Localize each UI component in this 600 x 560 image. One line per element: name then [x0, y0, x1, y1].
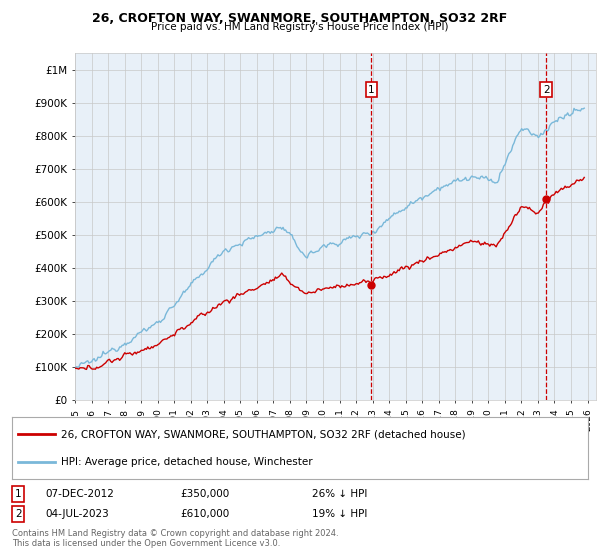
Text: Price paid vs. HM Land Registry's House Price Index (HPI): Price paid vs. HM Land Registry's House …	[151, 22, 449, 32]
Text: This data is licensed under the Open Government Licence v3.0.: This data is licensed under the Open Gov…	[12, 539, 280, 548]
Text: 1: 1	[15, 489, 22, 499]
Text: 26, CROFTON WAY, SWANMORE, SOUTHAMPTON, SO32 2RF (detached house): 26, CROFTON WAY, SWANMORE, SOUTHAMPTON, …	[61, 430, 466, 440]
Text: 2: 2	[15, 509, 22, 519]
Text: 04-JUL-2023: 04-JUL-2023	[45, 509, 109, 519]
Text: 1: 1	[368, 85, 375, 95]
Text: HPI: Average price, detached house, Winchester: HPI: Average price, detached house, Winc…	[61, 456, 313, 466]
Text: £350,000: £350,000	[180, 489, 229, 499]
Text: Contains HM Land Registry data © Crown copyright and database right 2024.: Contains HM Land Registry data © Crown c…	[12, 529, 338, 538]
Text: 2: 2	[543, 85, 550, 95]
Text: 26, CROFTON WAY, SWANMORE, SOUTHAMPTON, SO32 2RF: 26, CROFTON WAY, SWANMORE, SOUTHAMPTON, …	[92, 12, 508, 25]
Text: 26% ↓ HPI: 26% ↓ HPI	[312, 489, 367, 499]
Text: £610,000: £610,000	[180, 509, 229, 519]
Text: 19% ↓ HPI: 19% ↓ HPI	[312, 509, 367, 519]
Text: 07-DEC-2012: 07-DEC-2012	[45, 489, 114, 499]
